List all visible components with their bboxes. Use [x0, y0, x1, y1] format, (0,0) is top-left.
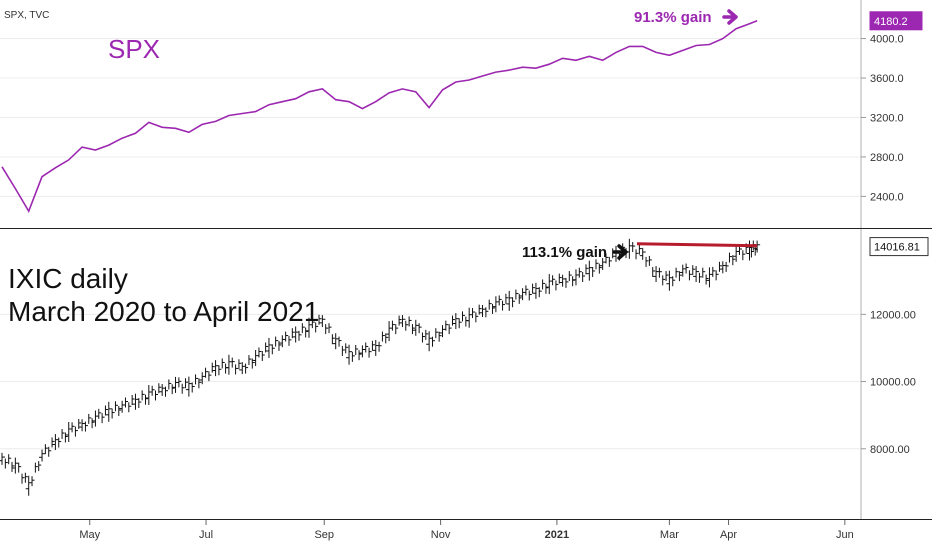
spx-line: [1, 20, 758, 214]
grid-layer: [0, 38, 861, 450]
chart-frame: [0, 0, 932, 520]
ixic-title-line: March 2020 to April 2021: [8, 296, 319, 327]
y-tick-label: 3200.0: [870, 112, 904, 124]
arrow-icon: [722, 9, 738, 25]
x-tick-label: Jul: [199, 529, 213, 541]
series-layer: [0, 20, 761, 496]
last-value-label: 4180.2: [874, 16, 908, 28]
y-tick-label: 4000.0: [870, 34, 904, 46]
gain-annotation: 91.3% gain: [634, 9, 712, 26]
ixic-title-line: IXIC daily: [8, 263, 128, 294]
y-tick-label: 12000.00: [870, 309, 916, 321]
resistance-trendline: [636, 242, 758, 248]
arrow-icon: [612, 244, 628, 260]
label-layer: 2400.0 2800.0 3200.0 3600.0 4000.0 4180.2 SPX 9…: [8, 9, 929, 541]
x-tick-label: 2021: [545, 529, 569, 541]
x-tick-label: Sep: [314, 529, 334, 541]
y-tick-label: 3600.0: [870, 73, 904, 85]
last-value-badge: [869, 11, 923, 31]
y-tick-label: 8000.00: [870, 444, 910, 456]
y-tick-label: 10000.00: [870, 377, 916, 389]
symbol-label: SPX, TVC: [4, 10, 49, 21]
x-tick-label: Apr: [720, 529, 737, 541]
x-tick-label: Jun: [836, 529, 854, 541]
gain-annotation: 113.1% gain: [522, 244, 607, 261]
last-value-badge: [869, 237, 929, 257]
x-tick-label: Mar: [660, 529, 679, 541]
x-tick-label: Nov: [431, 529, 451, 541]
spx-title: SPX: [108, 34, 160, 64]
last-value-label: 14016.81: [874, 242, 920, 254]
y-tick-label: 2800.0: [870, 152, 904, 164]
y-tick-label: 2400.0: [870, 191, 904, 203]
x-tick-label: May: [79, 529, 100, 541]
